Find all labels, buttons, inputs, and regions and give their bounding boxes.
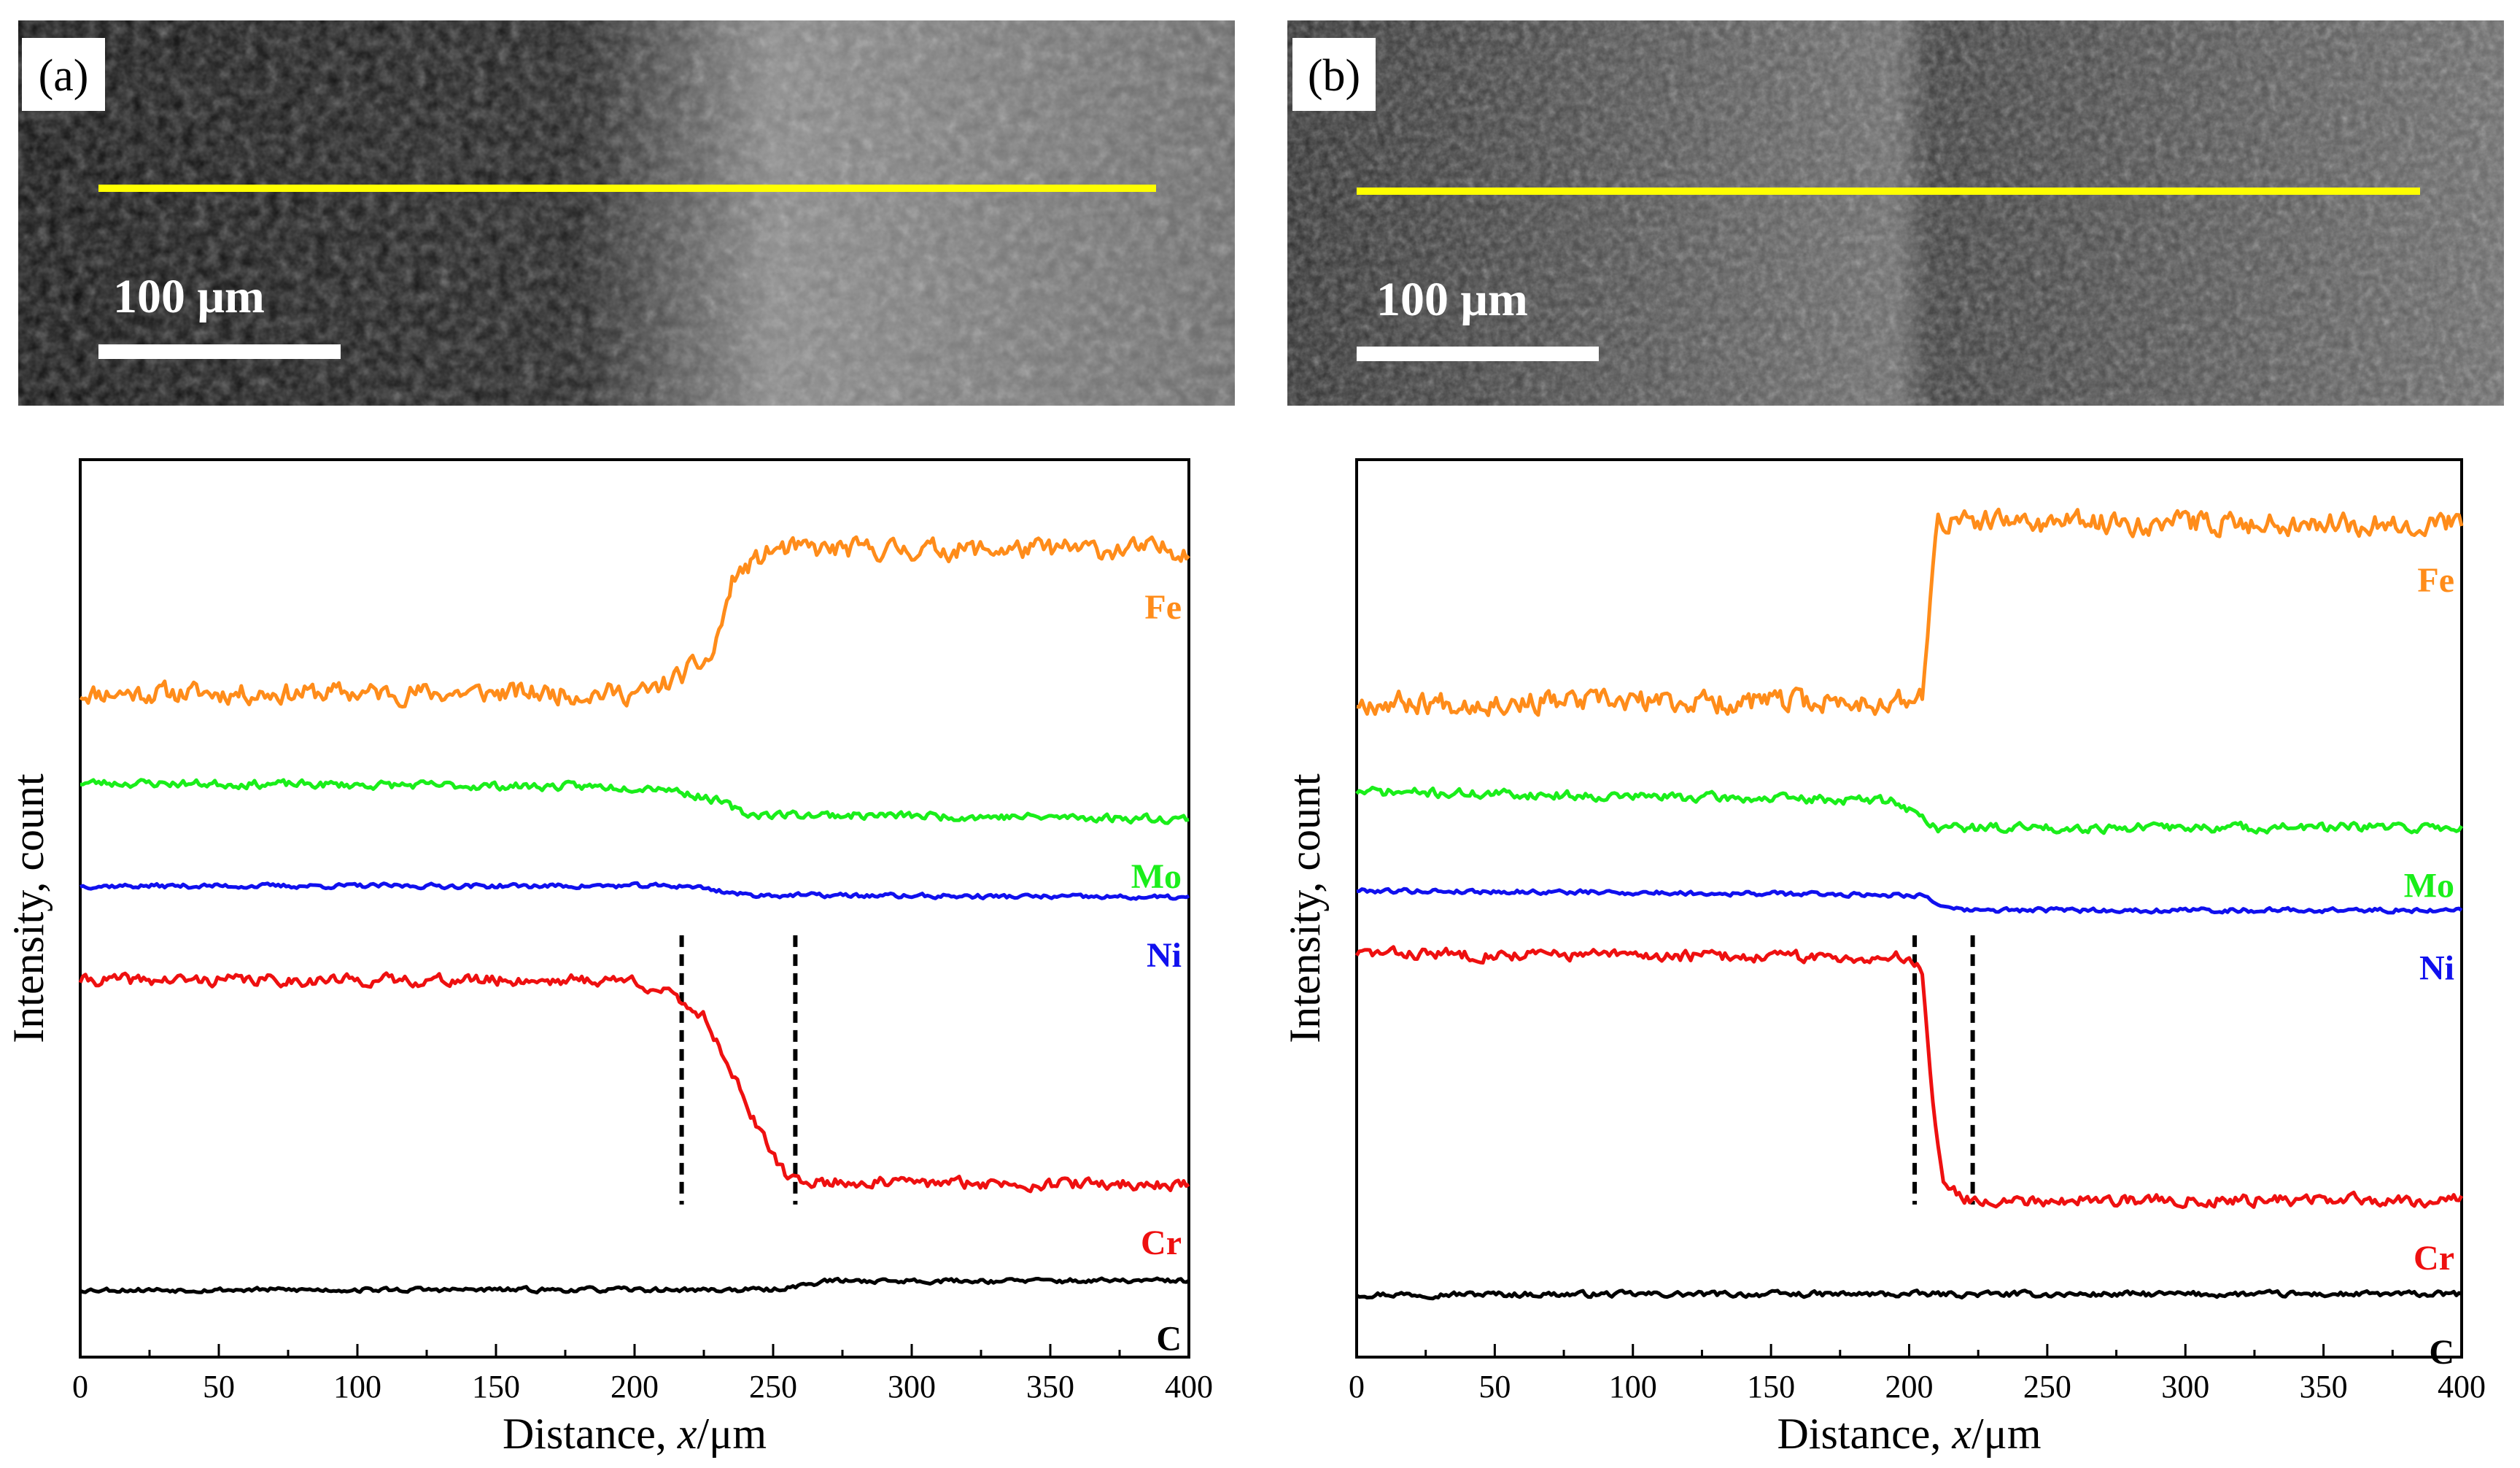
x-tick-label: 250: [749, 1369, 797, 1405]
scale-bar-a-label: 100 μm: [113, 270, 265, 323]
panel-label-a: (a): [39, 51, 89, 101]
x-tick-label: 50: [1478, 1369, 1511, 1405]
series-line-c: [80, 1276, 1190, 1295]
scale-bar-b-label: 100 μm: [1376, 273, 1528, 326]
chart-b: 0 50 100 150 200 250 300 350 400 Distance, x/μm In…: [1281, 458, 2486, 1458]
scale-bar-b: [1357, 347, 1599, 361]
x-tick-label: 200: [610, 1369, 659, 1405]
series-line-mo: [80, 778, 1190, 825]
x-axis-title: Distance, x/μm: [503, 1410, 767, 1458]
series-label-mo: Mo: [2404, 866, 2454, 905]
series-line-mo: [1355, 785, 2464, 835]
micrograph-b: (b) 100 μm: [1287, 20, 2504, 406]
x-tick-label: 0: [1349, 1369, 1365, 1405]
series-label-ni: Ni: [2419, 949, 2454, 987]
x-tick-label: 400: [1165, 1369, 1213, 1405]
x-tick-label: 400: [2438, 1369, 2486, 1405]
series-label-c: C: [1156, 1319, 1182, 1358]
series-line-ni: [1356, 886, 2463, 915]
series-line-c: [1355, 1289, 2463, 1301]
series-label-fe: Fe: [2417, 561, 2454, 600]
series-label-c: C: [2429, 1333, 2454, 1372]
x-axis-title: Distance, x/μm: [1777, 1410, 2041, 1458]
series-label-mo: Mo: [1131, 857, 1182, 896]
series-line-fe: [79, 535, 1190, 709]
plot-frame: [79, 458, 1190, 1359]
series-line-fe: [1356, 507, 2464, 717]
x-tick-label: 350: [1026, 1369, 1074, 1405]
x-tick-label: 350: [2300, 1369, 2348, 1405]
panel-label-b: (b): [1308, 51, 1360, 101]
x-tick-label: 300: [2161, 1369, 2209, 1405]
x-tick-label: 50: [203, 1369, 235, 1405]
series-label-cr: Cr: [2414, 1239, 2454, 1278]
series-label-fe: Fe: [1144, 588, 1182, 627]
series-line-cr: [1354, 945, 2464, 1210]
series-line-cr: [78, 971, 1190, 1194]
scale-bar-a: [98, 344, 341, 359]
x-tick-label: 150: [472, 1369, 520, 1405]
series-label-ni: Ni: [1147, 936, 1182, 975]
x-tick-label: 300: [888, 1369, 936, 1405]
x-tick-label: 200: [1885, 1369, 1934, 1405]
x-tick-label: 150: [1747, 1369, 1795, 1405]
chart-a: 0 50 100 150 200 250 300 350 400 Distance, x/μm In…: [4, 458, 1213, 1458]
micrograph-a: (a) 100 μm: [18, 20, 1235, 406]
y-axis-title: Intensity, count: [1281, 773, 1329, 1043]
x-tick-label: 0: [72, 1369, 88, 1405]
panel-label-b-box: [1292, 38, 1376, 111]
panel-label-a-box: [22, 38, 105, 111]
micrograph-b-texture: [1287, 20, 2504, 406]
series-label-cr: Cr: [1141, 1224, 1182, 1262]
y-axis-title: Intensity, count: [4, 773, 53, 1043]
x-tick-label: 250: [2023, 1369, 2071, 1405]
micrograph-a-texture: [18, 20, 1235, 406]
series-line-ni: [80, 881, 1190, 901]
x-tick-label: 100: [1609, 1369, 1657, 1405]
x-tick-label: 100: [333, 1369, 381, 1405]
